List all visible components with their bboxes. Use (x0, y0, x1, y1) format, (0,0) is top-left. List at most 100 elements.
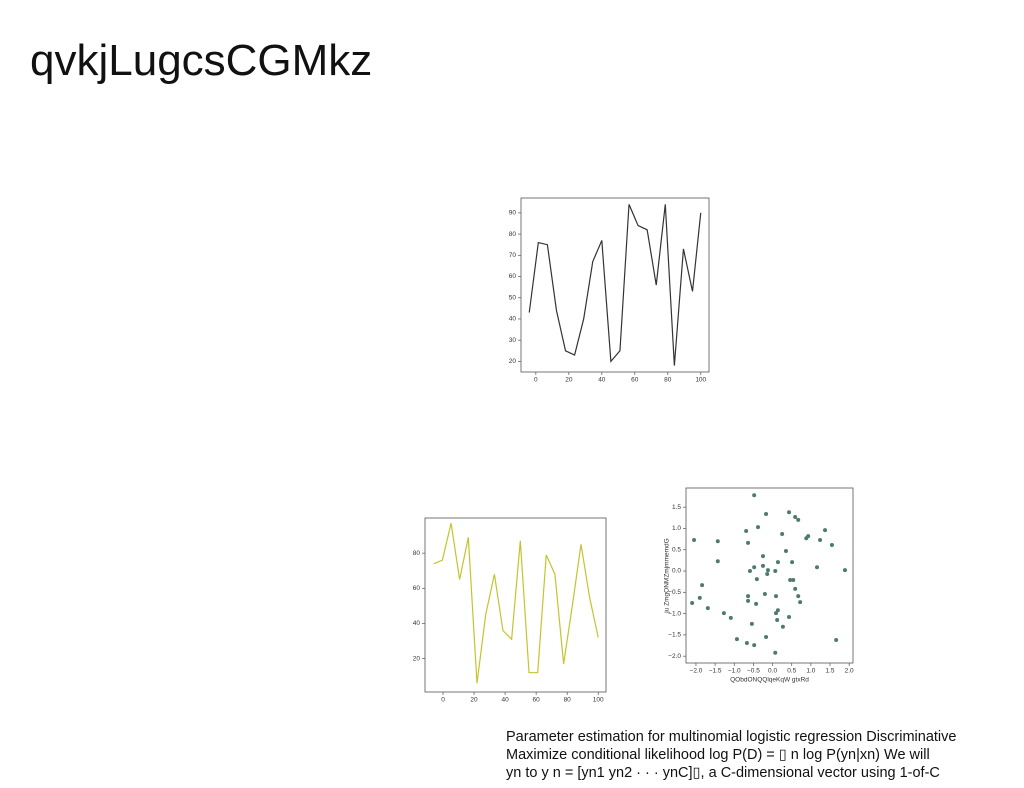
scatter-point (715, 559, 720, 564)
scatter-point (834, 638, 839, 643)
scatter-point (764, 511, 769, 516)
x-tick-label: −1.0 (728, 668, 741, 675)
scatter-point (700, 583, 705, 588)
x-tick-label: 2.0 (845, 668, 854, 675)
scatter-point (791, 577, 796, 582)
y-tick-label: 60 (413, 585, 421, 592)
y-tick-label: 40 (509, 316, 517, 323)
scatter-point (746, 594, 751, 599)
y-tick-label: 80 (509, 231, 517, 238)
scatter-point (775, 560, 780, 565)
y-tick-label: 20 (413, 655, 421, 662)
scatter-point (829, 543, 834, 548)
scatter-point (752, 643, 757, 648)
y-tick-label: 90 (509, 210, 517, 217)
scatter-point (790, 560, 795, 565)
y-tick-label: 1.0 (672, 525, 681, 532)
scatter-point (818, 537, 823, 542)
x-tick-label: 1.0 (806, 668, 815, 675)
scatter-point (774, 594, 779, 599)
scatter-point (752, 565, 757, 570)
scatter-point (764, 635, 769, 640)
scatter-point (749, 621, 754, 626)
y-axis-label: ju ZmgONMZmjmmemdG (664, 538, 671, 613)
y-tick-label: 0.0 (672, 568, 681, 575)
scatter-point (728, 615, 733, 620)
scatter-point (793, 586, 798, 591)
note-line: Parameter estimation for multinomial log… (506, 729, 957, 745)
scatter-point (752, 493, 757, 498)
y-tick-label: −1.5 (668, 632, 681, 639)
scatter-point (697, 595, 702, 600)
y-tick-label: 50 (509, 294, 517, 301)
x-tick-label: −2.0 (690, 668, 703, 675)
x-tick-label: 20 (565, 377, 573, 384)
note-line: Maximize conditional likelihood log P(D)… (506, 747, 930, 763)
y-tick-label: −2.0 (668, 653, 681, 660)
scatter-point (692, 537, 697, 542)
scatter-point (762, 592, 767, 597)
scatter-point (747, 569, 752, 574)
scatter-point (793, 514, 798, 519)
scatter-point (796, 594, 801, 599)
x-tick-label: 20 (470, 697, 478, 704)
x-tick-label: 1.5 (825, 668, 834, 675)
x-tick-label: 80 (564, 697, 572, 704)
scatter-point (823, 528, 828, 533)
y-tick-label: 0.5 (672, 546, 681, 553)
y-tick-label: 40 (413, 620, 421, 627)
note-line: yn to y n = [yn1 yn2 · · · ynC]▯, a C-di… (506, 765, 940, 781)
x-tick-label: 80 (664, 377, 672, 384)
scatter-point (775, 617, 780, 622)
scatter-point (780, 624, 785, 629)
y-tick-label: −1.0 (668, 610, 681, 617)
scatter-point (842, 568, 847, 573)
y-tick-label: 20 (509, 358, 517, 365)
scatter-point (754, 577, 759, 582)
plot-frame (424, 517, 607, 693)
y-tick-label: 80 (413, 550, 421, 557)
x-tick-label: 60 (533, 697, 541, 704)
x-tick-label: 0 (534, 377, 538, 384)
scatter-point (773, 650, 778, 655)
scatter-point (705, 606, 710, 611)
x-tick-label: 0.5 (787, 668, 796, 675)
x-tick-label: 40 (598, 377, 606, 384)
scatter-point (814, 565, 819, 570)
scatter-point (804, 536, 809, 541)
y-tick-label: −0.5 (668, 589, 681, 596)
slide-title: qvkjLugcsCGMkz (30, 36, 373, 85)
plot-frame (520, 197, 710, 373)
scatter-point (754, 601, 759, 606)
y-tick-label: 1.5 (672, 504, 681, 511)
scatter-point (787, 510, 792, 515)
scatter-point (788, 577, 793, 582)
x-tick-label: 100 (695, 377, 706, 384)
x-tick-label: 100 (593, 697, 604, 704)
x-tick-label: 40 (501, 697, 509, 704)
data-line (528, 204, 702, 366)
scatter-point (765, 568, 770, 573)
x-tick-label: 0.0 (768, 668, 777, 675)
scatter-point (734, 637, 739, 642)
plot-frame (685, 487, 854, 664)
x-tick-label: 0 (441, 697, 445, 704)
scatter-point (744, 640, 749, 645)
y-tick-label: 70 (509, 252, 517, 259)
scatter-point (773, 569, 778, 574)
scatter-point (765, 572, 770, 577)
scatter-point (690, 600, 695, 605)
scatter-point (760, 554, 765, 559)
x-axis-label: QObdONQQlqeKqW gtxRd (730, 677, 809, 684)
scatter-point (775, 608, 780, 613)
scatter-point (756, 525, 761, 530)
x-tick-label: −0.5 (747, 668, 760, 675)
scatter-point (796, 517, 801, 522)
scatter-point (783, 549, 788, 554)
y-tick-label: 60 (509, 273, 517, 280)
x-tick-label: −1.5 (709, 668, 722, 675)
scatter-point (721, 611, 726, 616)
scatter-point (744, 529, 749, 534)
